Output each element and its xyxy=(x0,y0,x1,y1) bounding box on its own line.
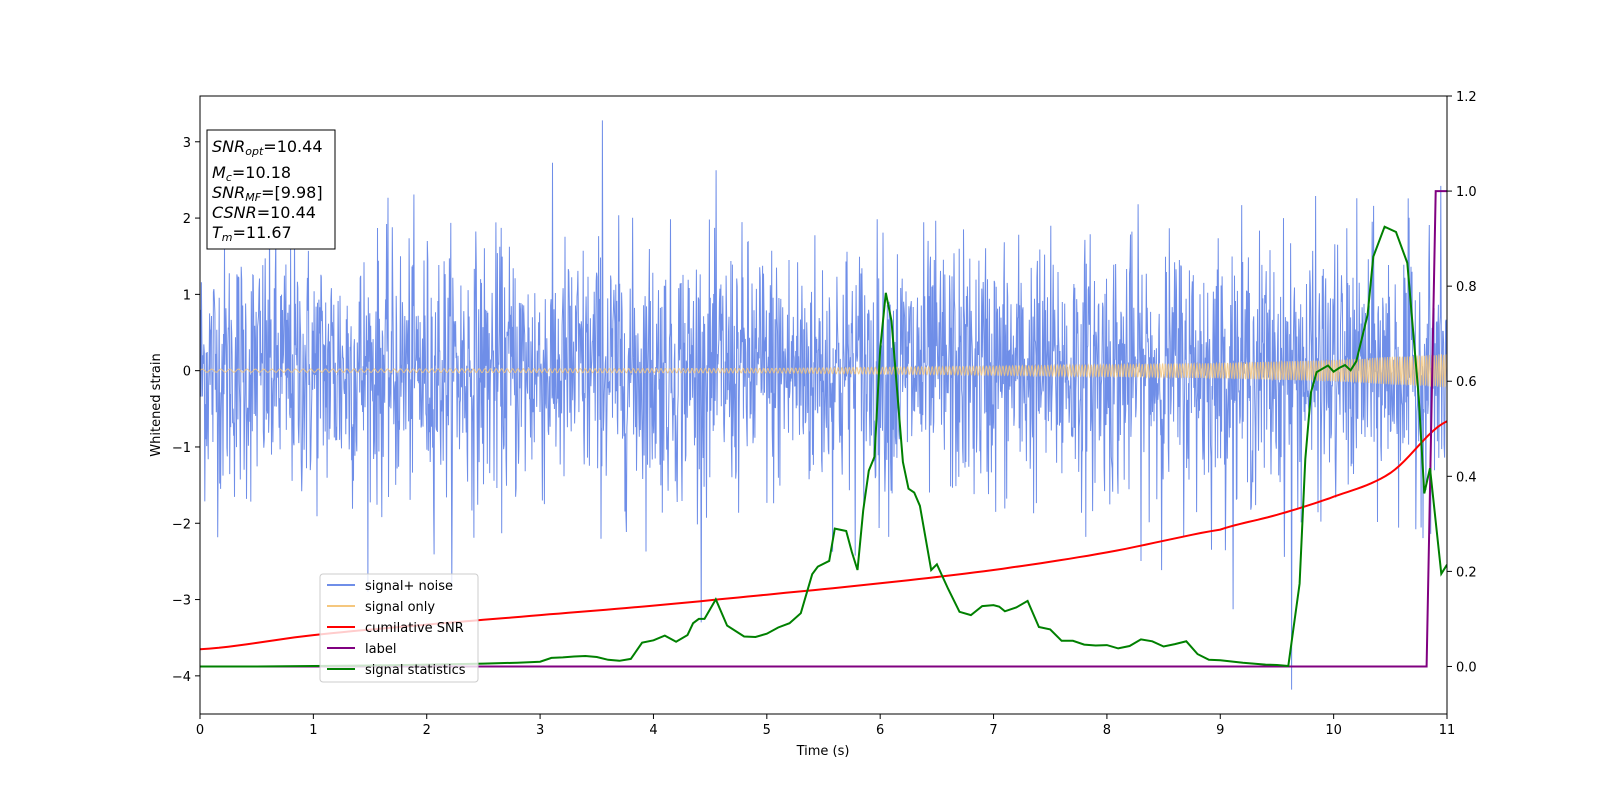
plot-frame xyxy=(199,95,1448,715)
x-tick-label: 10 xyxy=(1325,723,1342,738)
x-tick-label: 5 xyxy=(763,723,771,738)
y-right-tick-label: 0.4 xyxy=(1456,470,1477,485)
y-axis-right: 0.0 0.2 0.4 0.6 0.8 1.0 1.2 xyxy=(1447,90,1477,675)
series-signal-noise xyxy=(200,120,1447,690)
y-left-tick-label: −4 xyxy=(172,670,191,685)
x-tick-label: 3 xyxy=(536,723,544,738)
series-label xyxy=(200,190,1447,668)
y-left-tick-label: −1 xyxy=(172,441,191,456)
y-left-tick-label: 1 xyxy=(183,288,191,303)
y-left-tick-label: −3 xyxy=(172,594,191,609)
y-left-tick-label: 3 xyxy=(183,136,191,151)
series-signal-statistics xyxy=(200,225,1447,668)
info-mc: Mc=10.18 xyxy=(212,163,291,184)
x-tick-label: 6 xyxy=(876,723,884,738)
info-snr-mf: SNRMF=[9.98] xyxy=(212,183,323,204)
legend-frame xyxy=(319,573,479,683)
y-right-tick-label: 1.0 xyxy=(1456,185,1477,200)
info-box-frame xyxy=(206,129,336,250)
x-tick-label: 1 xyxy=(309,723,317,738)
x-tick-label: 11 xyxy=(1439,723,1456,738)
y-right-tick-label: 0.6 xyxy=(1456,375,1477,390)
x-axis: 0 1 2 3 4 5 6 7 8 9 10 11 xyxy=(196,714,1455,738)
x-tick-label: 0 xyxy=(196,723,204,738)
y-right-tick-label: 1.2 xyxy=(1456,90,1477,105)
legend: signal+ noise signal only cumilative SNR… xyxy=(319,573,479,683)
y-axis-label: Whitened strain xyxy=(149,353,164,456)
y-left-tick-label: −2 xyxy=(172,517,191,532)
y-left-tick-label: 0 xyxy=(183,365,191,380)
info-tm: Tm=11.67 xyxy=(212,223,292,244)
x-tick-label: 9 xyxy=(1216,723,1224,738)
x-axis-label: Time (s) xyxy=(796,744,850,759)
info-box: SNRopt=10.44 Mc=10.18 SNRMF=[9.98] CSNR=… xyxy=(206,129,336,250)
series-signal-only xyxy=(200,354,1447,389)
y-right-tick-label: 0.2 xyxy=(1456,565,1477,580)
y-left-tick-label: 2 xyxy=(183,212,191,227)
x-tick-label: 8 xyxy=(1103,723,1111,738)
x-tick-label: 2 xyxy=(423,723,431,738)
y-axis-left: −4 −3 −2 −1 0 1 2 3 xyxy=(172,136,200,685)
legend-label-cumilative-snr: cumilative SNR xyxy=(365,621,464,636)
legend-label-signal-statistics: signal statistics xyxy=(365,663,466,678)
y-right-tick-label: 0.8 xyxy=(1456,280,1477,295)
legend-label-signal-noise: signal+ noise xyxy=(365,579,453,594)
legend-label-label: label xyxy=(365,642,396,657)
x-tick-label: 7 xyxy=(989,723,997,738)
info-snr-opt: SNRopt=10.44 xyxy=(212,137,323,158)
legend-label-signal-only: signal only xyxy=(365,600,435,615)
y-right-tick-label: 0.0 xyxy=(1456,660,1477,675)
x-tick-label: 4 xyxy=(649,723,657,738)
info-csnr: CSNR=10.44 xyxy=(212,203,316,222)
